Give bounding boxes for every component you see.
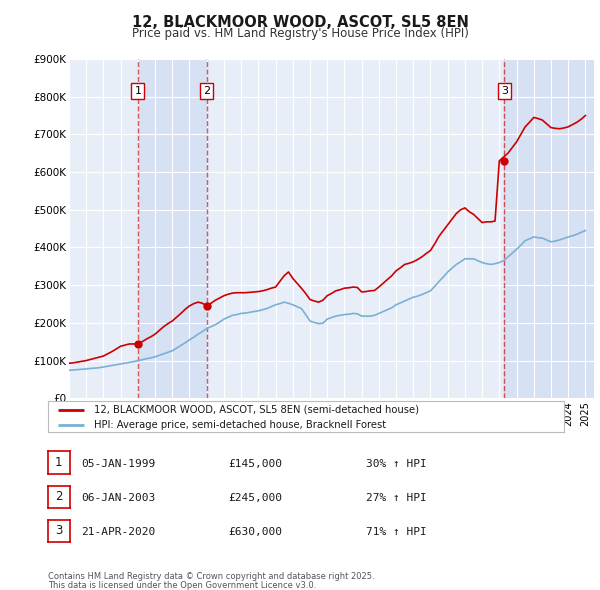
Text: 21-APR-2020: 21-APR-2020 bbox=[81, 527, 155, 537]
Text: 05-JAN-1999: 05-JAN-1999 bbox=[81, 458, 155, 468]
Text: 12, BLACKMOOR WOOD, ASCOT, SL5 8EN (semi-detached house): 12, BLACKMOOR WOOD, ASCOT, SL5 8EN (semi… bbox=[94, 405, 419, 415]
Bar bbox=[138, 59, 207, 398]
Text: 2: 2 bbox=[203, 86, 210, 96]
Text: This data is licensed under the Open Government Licence v3.0.: This data is licensed under the Open Gov… bbox=[48, 581, 316, 590]
Text: 12, BLACKMOOR WOOD, ASCOT, SL5 8EN: 12, BLACKMOOR WOOD, ASCOT, SL5 8EN bbox=[131, 15, 469, 30]
Text: £245,000: £245,000 bbox=[228, 493, 282, 503]
Text: 27% ↑ HPI: 27% ↑ HPI bbox=[366, 493, 427, 503]
Bar bbox=[505, 59, 594, 398]
Text: 71% ↑ HPI: 71% ↑ HPI bbox=[366, 527, 427, 537]
Text: HPI: Average price, semi-detached house, Bracknell Forest: HPI: Average price, semi-detached house,… bbox=[94, 419, 386, 430]
Text: 06-JAN-2003: 06-JAN-2003 bbox=[81, 493, 155, 503]
Text: 3: 3 bbox=[501, 86, 508, 96]
Text: 1: 1 bbox=[134, 86, 142, 96]
Text: 2: 2 bbox=[55, 490, 62, 503]
Text: £145,000: £145,000 bbox=[228, 458, 282, 468]
Text: Price paid vs. HM Land Registry's House Price Index (HPI): Price paid vs. HM Land Registry's House … bbox=[131, 27, 469, 40]
Text: £630,000: £630,000 bbox=[228, 527, 282, 537]
Text: 1: 1 bbox=[55, 456, 62, 469]
Text: 3: 3 bbox=[55, 525, 62, 537]
Text: Contains HM Land Registry data © Crown copyright and database right 2025.: Contains HM Land Registry data © Crown c… bbox=[48, 572, 374, 581]
Text: 30% ↑ HPI: 30% ↑ HPI bbox=[366, 458, 427, 468]
